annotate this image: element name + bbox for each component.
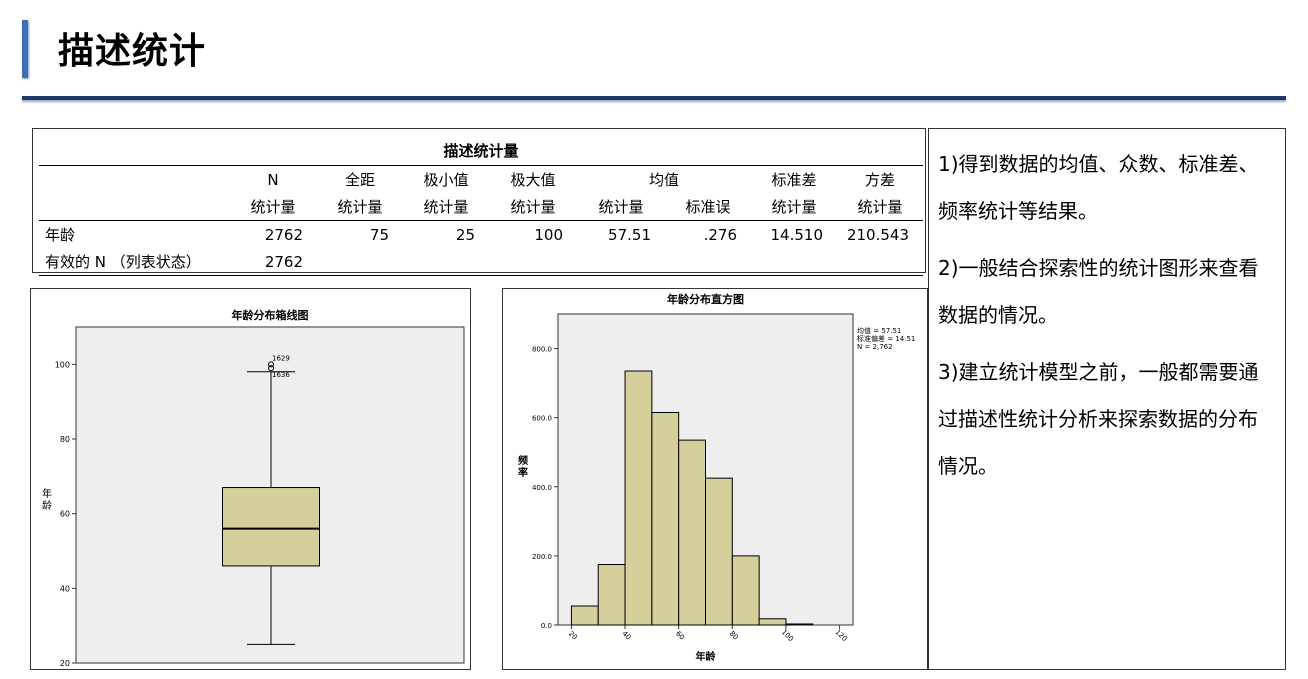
table-caption: 描述统计量 [39,135,923,166]
outlier-point [268,365,274,372]
histogram-bar [678,439,707,626]
subcol-header: 统计量 [577,193,665,221]
title-accent-bar [22,20,28,78]
x-tick-label: 40 [620,630,632,642]
boxplot-chart: 年龄分布箱线图 20 40 60 80 100 年龄 1629 1636 [42,308,465,668]
col-header: 均值 [648,171,679,189]
y-axis-label: 频率 [518,454,528,479]
histogram-bar [597,564,626,626]
y-tick-label: 200.0 [532,553,552,561]
subcol-header: 统计量 [751,193,837,221]
x-tick-label: 20 [567,630,579,642]
table-cell: 14.510 [770,225,824,244]
table-row: 年龄 2762 75 25 100 57.51 .276 14.510 210.… [39,221,923,249]
x-tick-label: 80 [728,630,740,642]
subcol-header: 统计量 [403,193,489,221]
table-cell: .276 [703,225,737,244]
stats-annotation: 均值 = 57.51 [857,326,901,335]
table-cell: 210.543 [846,225,909,244]
outlier-label: 1636 [272,371,290,379]
chart-title: 年龄分布直方图 [667,292,744,306]
descriptives-table: 描述统计量 N 全距 极小值 极大值 均值 标准差 方差 统计量 统计量 统计量… [39,135,923,276]
notes-panel: 1)得到数据的均值、众数、标准差、频率统计等结果。 2)一般结合探索性的统计图形… [928,128,1286,670]
descriptives-table-panel: 描述统计量 N 全距 极小值 极大值 均值 标准差 方差 统计量 统计量 统计量… [32,128,926,276]
table-cell: 2762 [229,248,317,276]
row-label: 有效的 N （列表状态） [39,248,229,276]
col-header: 极小值 [423,171,469,189]
col-header: 方差 [864,171,895,189]
histogram-bar [705,477,733,626]
x-tick-label: 120 [833,628,848,643]
subcol-header: 统计量 [229,193,317,221]
y-tick-label: 20 [60,659,70,668]
subcol-header: 标准误 [665,193,751,221]
note-item: 1)得到数据的均值、众数、标准差、频率统计等结果。 [938,152,1259,223]
page-title: 描述统计 [58,31,207,72]
histogram-bar [785,623,814,626]
y-tick-label: 60 [60,510,70,519]
subcol-header: 统计量 [489,193,577,221]
subcol-header: 统计量 [317,193,403,221]
histogram-panel: 年龄分布直方图 0.0 200.0 400.0 600.0 800.0 20 40 60 80 10… [502,288,928,670]
subcol-header: 统计量 [837,193,923,221]
table-cell: 57.51 [608,225,651,244]
boxplot-panel: 年龄分布箱线图 20 40 60 80 100 年龄 1629 1636 [30,288,471,670]
y-tick-label: 600.0 [532,415,552,423]
histogram-bar [651,411,680,626]
y-axis-label: 年龄 [42,487,52,512]
table-cell: 75 [369,225,389,244]
note-item: 2)一般结合探索性的统计图形来查看数据的情况。 [938,256,1259,327]
stats-annotation: 标准偏差 = 14.51 [857,334,915,343]
table-row: 有效的 N （列表状态） 2762 [39,248,923,276]
note-item: 3)建立统计模型之前，一般都需要通过描述性统计分析来探索数据的分布情况。 [938,360,1259,478]
col-header: 极大值 [510,171,556,189]
y-tick-label: 40 [60,584,70,593]
y-tick-label: 100 [55,360,70,369]
col-header: N [267,170,279,189]
x-tick-label: 60 [674,630,686,642]
outlier-label: 1629 [272,354,290,362]
col-header: 标准差 [771,171,817,189]
histogram-bar [758,618,787,626]
chart-title: 年龄分布箱线图 [232,308,309,322]
y-tick-label: 80 [60,435,70,444]
table-cell: 2762 [264,225,303,244]
table-cell: 100 [534,225,563,244]
histogram-bar [731,555,760,626]
histogram-bar [570,605,599,626]
histogram-chart: 年龄分布直方图 0.0 200.0 400.0 600.0 800.0 20 40 60 80 10… [518,292,915,663]
title-divider [22,96,1286,100]
histogram-bar [624,370,653,626]
x-axis-label: 年龄 [696,650,717,663]
col-header: 全距 [344,171,375,189]
y-tick-label: 0.0 [541,622,552,630]
y-tick-label: 800.0 [532,346,552,354]
stats-annotation: N = 2,762 [857,343,893,351]
outlier-point [268,361,274,368]
table-cell: 25 [455,225,475,244]
y-tick-label: 400.0 [532,484,552,492]
box-iqr [222,487,320,567]
x-tick-label: 100 [780,628,795,643]
row-label: 年龄 [45,226,76,244]
